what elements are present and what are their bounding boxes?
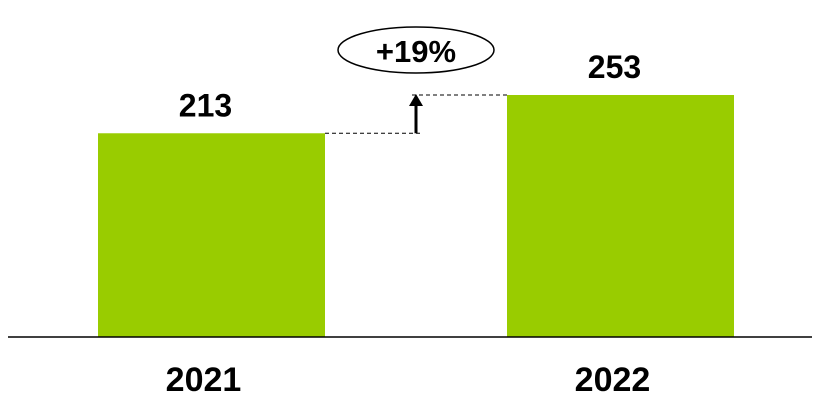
data-label-2021: 213	[179, 87, 232, 123]
growth-ellipse	[337, 26, 495, 74]
x-tick-label-2022: 2022	[575, 361, 651, 396]
bar-2021	[98, 133, 325, 337]
x-tick-label-2021: 2021	[166, 361, 242, 396]
growth-annotation-text: +19%	[376, 34, 456, 69]
labels-layer: 213 2021 253 2022 +19%	[166, 34, 651, 396]
growth-arrow-head	[409, 94, 423, 106]
bars-layer	[98, 95, 734, 337]
data-label-2022: 253	[588, 49, 641, 85]
bar-2022	[507, 95, 734, 337]
growth-connector-layer	[325, 26, 507, 134]
